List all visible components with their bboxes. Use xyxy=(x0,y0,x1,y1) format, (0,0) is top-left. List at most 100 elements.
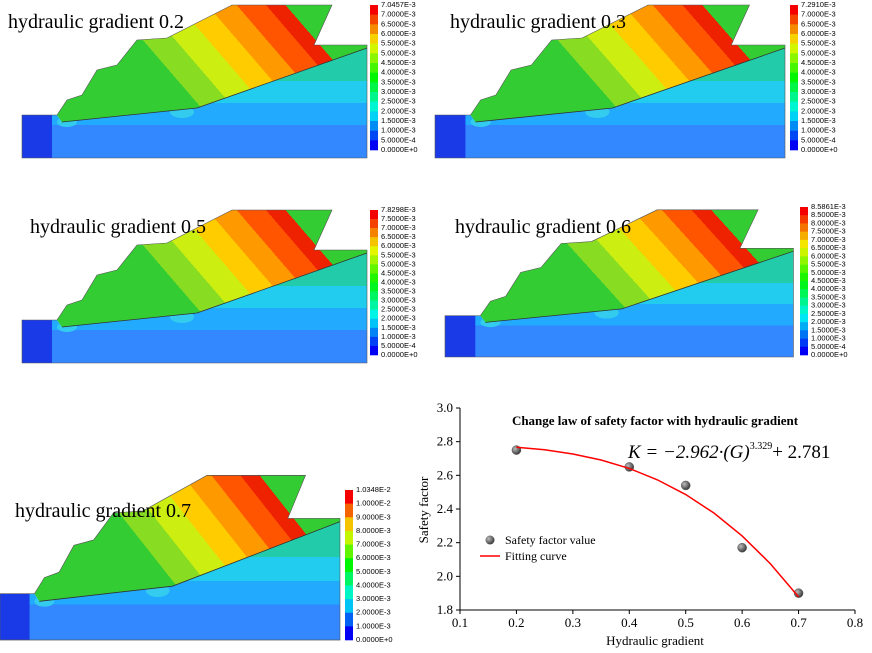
legend-label: 8.5000E-3 xyxy=(811,210,846,219)
legend-label: 1.5000E-3 xyxy=(801,116,836,125)
fit-curve xyxy=(516,446,800,598)
legend-label: 1.0000E-3 xyxy=(811,334,846,343)
y-tick-label: 1.8 xyxy=(437,602,453,617)
legend-swatch xyxy=(370,327,378,338)
legend-label: 5.0000E-3 xyxy=(381,259,416,268)
legend-swatch xyxy=(345,571,353,586)
panel-title: hydraulic gradient 0.6 xyxy=(455,216,631,238)
legend-swatch xyxy=(790,43,798,54)
legend-swatch xyxy=(800,231,808,241)
legend-label: 4.5000E-3 xyxy=(381,58,416,67)
legend-label: 6.0000E-3 xyxy=(811,251,846,260)
x-tick-label: 0.3 xyxy=(565,615,581,630)
upper-zone xyxy=(470,5,785,122)
legend-swatch xyxy=(370,140,378,151)
legend-swatch xyxy=(370,282,378,292)
legend-swatch xyxy=(370,82,378,93)
legend-label: 5.0000E-4 xyxy=(381,135,416,144)
legend-swatch xyxy=(800,289,808,298)
legend-swatch xyxy=(345,626,353,641)
legend-swatch xyxy=(790,140,798,151)
legend-label: 6.0000E-3 xyxy=(381,241,416,250)
legend-label: 5.0000E-4 xyxy=(801,135,836,144)
legend-label: 4.0000E-3 xyxy=(381,277,416,286)
y-tick-label: 2.0 xyxy=(437,568,453,583)
legend-swatch xyxy=(370,92,378,102)
x-tick-label: 0.5 xyxy=(678,615,694,630)
legend-label: 5.0000E-3 xyxy=(356,567,391,576)
legend-swatch xyxy=(370,264,378,274)
upper-zone xyxy=(34,475,341,602)
x-tick-label: 0.4 xyxy=(621,615,638,630)
legend-label: 4.0000E-3 xyxy=(801,68,836,77)
lower-zone xyxy=(22,253,367,363)
legend-swatch xyxy=(345,490,353,504)
legend-swatch xyxy=(345,612,353,627)
legend-label: 4.0000E-3 xyxy=(356,580,391,589)
legend-swatch xyxy=(790,53,798,64)
outline xyxy=(0,475,341,641)
legend-label: 7.5000E-3 xyxy=(381,214,416,223)
legend-label: 6.0000E-3 xyxy=(381,29,416,38)
legend-swatch xyxy=(370,53,378,64)
legend-swatch xyxy=(800,223,808,232)
legend-label: 2.5000E-3 xyxy=(811,309,846,318)
legend-swatch xyxy=(790,121,798,131)
legend-label: 1.0000E-3 xyxy=(356,621,391,630)
upper-zone xyxy=(480,209,794,323)
legend-label: 7.2910E-3 xyxy=(801,0,836,9)
legend-swatch xyxy=(370,246,378,256)
base-zone xyxy=(22,320,52,363)
legend-label: 2.0000E-3 xyxy=(801,106,836,115)
equation-exponent: 3.329 xyxy=(750,441,773,452)
legend-label: 5.0000E-3 xyxy=(381,48,416,57)
legend-swatch xyxy=(800,322,808,331)
data-point xyxy=(737,542,747,553)
legend-swatch xyxy=(790,92,798,102)
legend-swatch xyxy=(370,219,378,229)
y-tick-label: 2.4 xyxy=(437,501,454,516)
legend-label: 7.0000E-3 xyxy=(801,10,836,19)
legend-label: 4.5000E-3 xyxy=(811,276,846,285)
y-tick-label: 2.6 xyxy=(437,467,454,482)
legend-swatch xyxy=(370,237,378,247)
outline xyxy=(444,209,794,358)
legend-label: 0.0000E+0 xyxy=(381,145,418,154)
legend-label: 6.0000E-3 xyxy=(356,553,391,562)
legend-label: 6.0000E-3 xyxy=(801,29,836,38)
legend-label: 1.0000E-3 xyxy=(381,126,416,135)
upper-zone xyxy=(57,210,367,327)
interface xyxy=(61,47,368,123)
legend-label: 2.0000E-3 xyxy=(811,317,846,326)
lower-zone xyxy=(0,521,340,640)
outline xyxy=(21,209,368,364)
legend-label: 5.0000E-4 xyxy=(381,341,416,350)
panel-title: hydraulic gradient 0.3 xyxy=(450,11,626,33)
legend-swatch xyxy=(370,228,378,238)
legend-swatch xyxy=(370,130,378,141)
legend-swatch xyxy=(800,305,808,315)
legend-label: 1.5000E-3 xyxy=(381,116,416,125)
legend-label: 1.5000E-3 xyxy=(811,325,846,334)
legend-label: 3.5000E-3 xyxy=(381,77,416,86)
legend-swatch xyxy=(345,585,353,600)
legend-label: 5.5000E-3 xyxy=(811,260,846,269)
contour-panel xyxy=(0,475,341,641)
panel-title: hydraulic gradient 0.5 xyxy=(30,216,206,238)
legend-swatch xyxy=(370,24,378,35)
legend-swatch xyxy=(370,336,378,347)
legend-swatch xyxy=(345,599,353,614)
interface xyxy=(39,521,341,602)
legend-label: 5.5000E-3 xyxy=(801,39,836,48)
legend-label: 5.0000E-3 xyxy=(811,268,846,277)
legend-label: 3.0000E-3 xyxy=(381,296,416,305)
legend-label: 3.0000E-3 xyxy=(801,87,836,96)
legend-swatch xyxy=(370,43,378,54)
legend-label: 6.5000E-3 xyxy=(381,19,416,28)
legend-label: 7.0457E-3 xyxy=(381,0,416,9)
equation-rhs: + 2.781 xyxy=(772,442,830,463)
legend-swatch xyxy=(800,207,808,216)
legend-swatch xyxy=(370,34,378,44)
legend-swatch xyxy=(790,34,798,44)
x-axis-label: Hydraulic gradient xyxy=(606,633,704,648)
